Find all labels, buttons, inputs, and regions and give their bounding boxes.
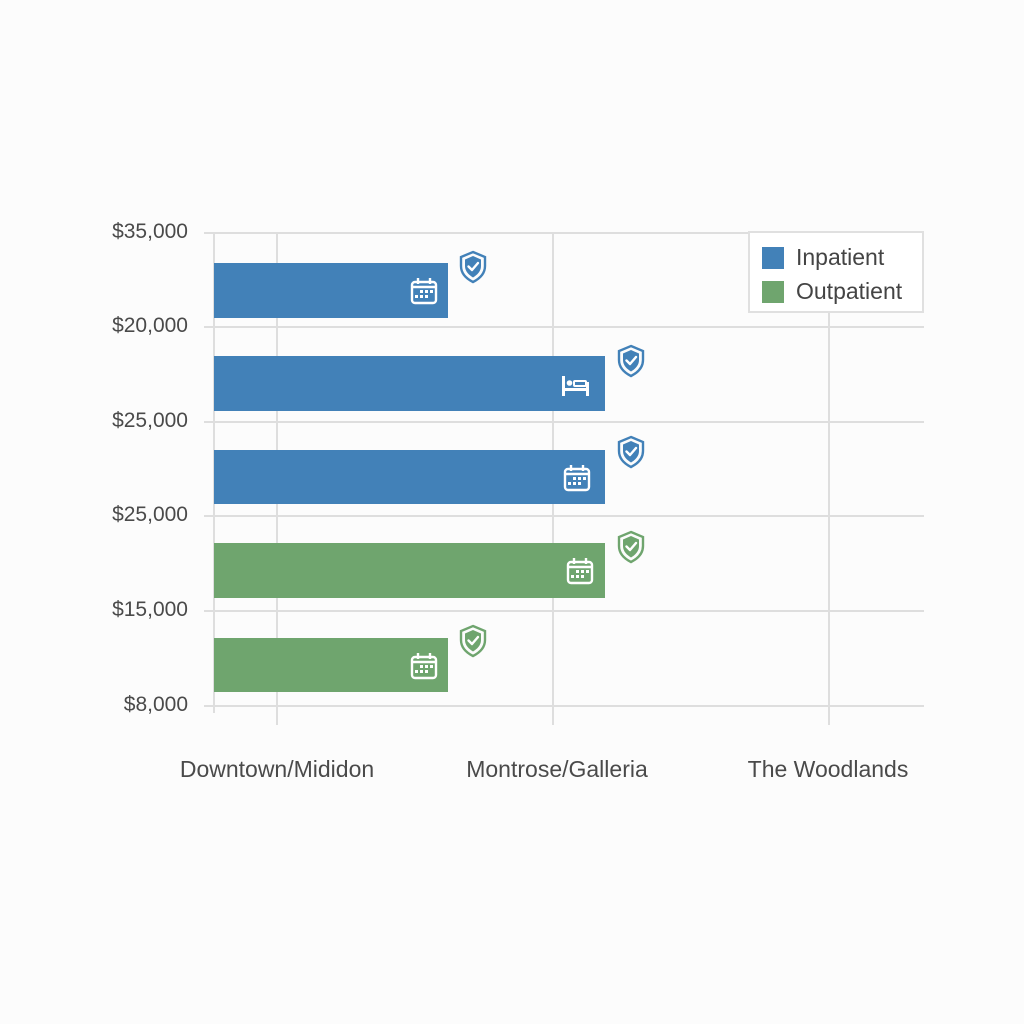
gridline-h [204, 705, 924, 707]
gridline-h [204, 232, 924, 234]
x-tick-label: Downtown/Mididon [179, 756, 375, 782]
y-tick-label: $20,000 [112, 314, 188, 337]
legend-label: Inpatient [796, 244, 885, 270]
bar-inpatient[interactable] [214, 450, 605, 504]
bar-inpatient[interactable] [214, 356, 605, 411]
calendar-icon [410, 653, 438, 680]
gridline-h [204, 610, 924, 612]
legend-item-outpatient[interactable]: Outpatient [762, 278, 902, 305]
calendar-icon [410, 278, 438, 305]
x-tick-label: The Woodlands [747, 756, 909, 782]
bar-outpatient[interactable] [214, 543, 605, 598]
gridline-h [204, 421, 924, 423]
legend-swatch [762, 246, 784, 269]
calendar-icon [563, 465, 591, 492]
shield-check-icon [617, 344, 645, 378]
y-tick-label: $25,000 [112, 503, 188, 526]
shield-check-icon [617, 435, 645, 469]
legend: Inpatient Outpatient [748, 231, 924, 313]
legend-swatch [762, 280, 784, 303]
y-tick-label: $15,000 [112, 598, 188, 621]
y-tick-label: $8,000 [123, 693, 188, 716]
gridline-v [828, 233, 830, 725]
calendar-icon [566, 558, 594, 585]
legend-item-inpatient[interactable]: Inpatient [762, 244, 884, 271]
y-tick-label: $25,000 [112, 409, 188, 432]
bar-inpatient[interactable] [214, 263, 448, 318]
shield-check-icon [459, 250, 487, 284]
shield-check-icon [617, 530, 645, 564]
bed-icon [562, 376, 589, 396]
gridline-h [204, 515, 924, 517]
shield-check-icon [459, 624, 487, 658]
legend-label: Outpatient [796, 278, 903, 304]
gridline-h [204, 326, 924, 328]
x-tick-label: Montrose/Galleria [466, 756, 648, 782]
y-tick-label: $35,000 [112, 220, 188, 243]
bar-outpatient[interactable] [214, 638, 448, 692]
